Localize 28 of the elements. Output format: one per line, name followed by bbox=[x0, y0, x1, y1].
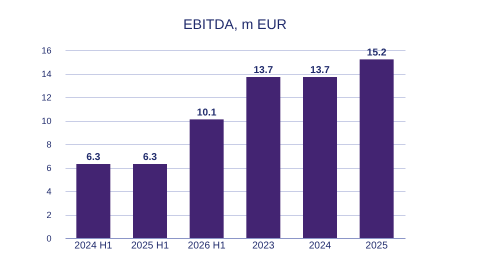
y-tick-label: 10 bbox=[41, 116, 52, 126]
x-tick-label: 2025 bbox=[366, 240, 388, 252]
bar bbox=[190, 119, 224, 238]
data-label: 6.3 bbox=[86, 152, 101, 163]
data-label: 13.7 bbox=[310, 65, 330, 76]
x-tick-label: 2024 bbox=[308, 240, 332, 252]
bar bbox=[76, 164, 110, 238]
y-tick-label: 0 bbox=[46, 234, 52, 244]
data-label: 15.2 bbox=[366, 47, 387, 58]
bar bbox=[133, 164, 167, 238]
x-tick-label: 2025 H1 bbox=[131, 240, 170, 252]
x-tick-label: 2026 H1 bbox=[188, 240, 226, 252]
bar bbox=[303, 77, 337, 238]
x-tick-label: 2024 H1 bbox=[74, 240, 113, 252]
x-tick-label: 2023 bbox=[252, 240, 275, 252]
data-label: 6.3 bbox=[143, 152, 158, 163]
data-label: 13.7 bbox=[254, 65, 274, 76]
y-tick-label: 4 bbox=[46, 186, 52, 196]
y-tick-label: 14 bbox=[41, 69, 52, 79]
bar bbox=[360, 59, 394, 238]
y-tick-label: 16 bbox=[41, 46, 52, 56]
y-tick-label: 12 bbox=[41, 92, 52, 102]
chart-title: EBITDA, m EUR bbox=[183, 16, 287, 32]
y-tick-label: 2 bbox=[46, 210, 52, 220]
bar bbox=[246, 77, 280, 238]
data-label: 10.1 bbox=[196, 107, 217, 118]
y-tick-label: 6 bbox=[46, 163, 52, 173]
y-tick-label: 8 bbox=[46, 140, 52, 150]
